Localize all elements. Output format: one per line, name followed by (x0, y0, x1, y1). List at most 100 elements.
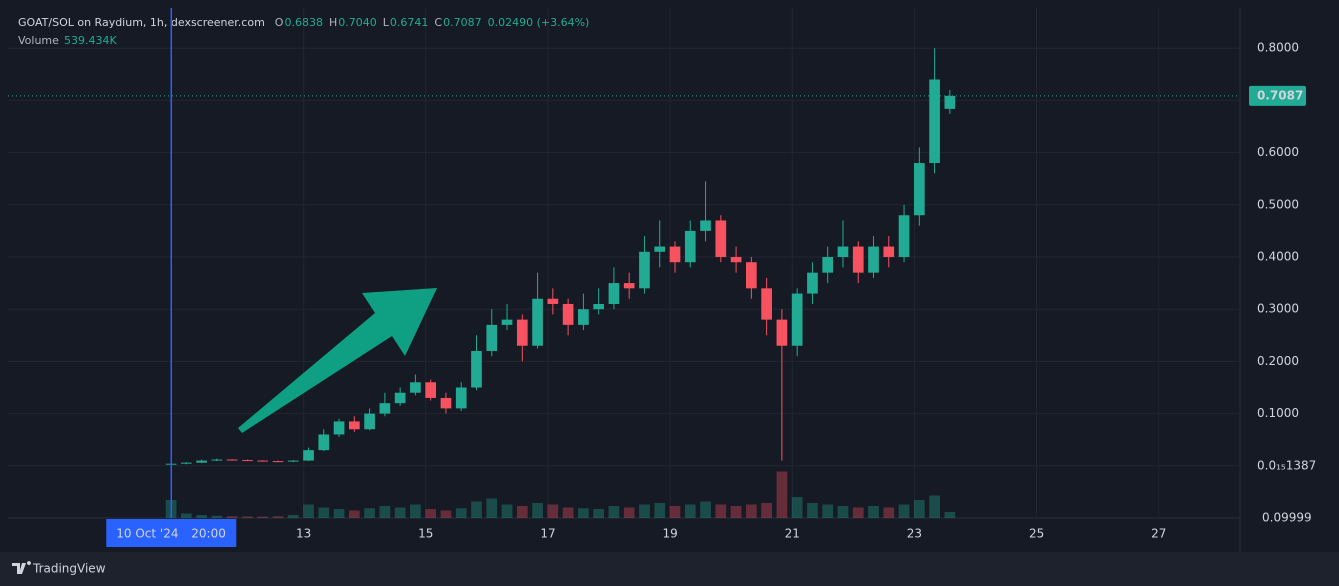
arrow-annotation (238, 288, 437, 433)
candle-body (333, 421, 345, 435)
volume-bar (791, 497, 803, 518)
brand-logo (12, 561, 31, 574)
crosshair-time: 20:00 (191, 527, 226, 541)
candle-body (837, 246, 849, 257)
brand: TradingView (12, 561, 106, 576)
x-tick-label: 23 (907, 527, 922, 541)
candle-body (715, 220, 727, 257)
candle-body (730, 256, 742, 263)
candle-body (608, 283, 620, 304)
legend-key: L (383, 16, 390, 29)
y-tick-label: 0.0₁₅1387 (1257, 458, 1316, 472)
candle-body (364, 413, 375, 430)
candle-body (486, 324, 498, 351)
volume-bar (547, 504, 559, 518)
candle-body (669, 246, 681, 263)
volume-bar (257, 516, 269, 518)
volume-bar (501, 504, 513, 518)
y-tick-label: 0.4000 (1257, 249, 1299, 263)
candle-body (562, 303, 574, 325)
candle-body (883, 246, 895, 257)
last-price-box (1249, 85, 1306, 106)
volume-bar (211, 515, 223, 518)
volume-bar (196, 515, 207, 518)
volume-bar (348, 510, 360, 518)
volume-bar (623, 507, 635, 518)
volume-bar (868, 506, 879, 518)
volume-bar (852, 507, 864, 518)
volume-bar (333, 509, 345, 518)
candle-body (379, 403, 391, 414)
candle-body (791, 293, 803, 346)
candle-body (318, 434, 330, 451)
volume-bar (303, 504, 314, 518)
candle-body (913, 163, 925, 216)
candle-body (242, 460, 253, 462)
volume-bar (394, 507, 406, 518)
y-tick-label: 0.2000 (1257, 354, 1299, 368)
volume-bar (410, 504, 421, 518)
volume-bar (608, 506, 620, 518)
y-tick-label: 0.8000 (1257, 41, 1299, 55)
candle-body (410, 382, 421, 393)
candle-body (684, 230, 696, 263)
candle-body (196, 460, 207, 463)
legend-value: 0.6838 (284, 16, 323, 29)
volume-bar (318, 507, 330, 518)
candle-body (593, 303, 604, 310)
y-tick-label: 0.5000 (1257, 197, 1299, 211)
candle-body (746, 262, 757, 289)
x-tick-label: 19 (662, 527, 677, 541)
volume-bar (730, 506, 742, 518)
crosshair-label-box (106, 519, 237, 547)
y-tick-label: 0.3000 (1257, 302, 1299, 316)
volume-bar (181, 513, 192, 518)
volume-bar (639, 504, 650, 518)
candle-body (776, 319, 788, 346)
candle-body (623, 283, 635, 289)
volume-bar (807, 503, 818, 518)
last-price-label: 0.7087 (1257, 88, 1303, 102)
volume-bar (746, 504, 757, 518)
x-tick-label: 17 (540, 527, 555, 541)
volume-bar (822, 504, 834, 518)
x-tick-label: 13 (296, 527, 311, 541)
candle-body (532, 298, 543, 346)
volume-bar (929, 495, 940, 518)
volume-bar (287, 515, 299, 518)
crosshair-date: 10 Oct '24 (116, 527, 178, 541)
volume-bar (425, 509, 437, 518)
candle-body (578, 309, 589, 325)
candle-body (654, 246, 666, 252)
volume-bar (364, 508, 375, 518)
candle-body (868, 246, 879, 273)
candle-body (303, 450, 314, 461)
candle-body (547, 298, 559, 304)
y-edge-label: 0.09999 (1262, 511, 1312, 525)
volume-bar (715, 504, 727, 518)
volume-bar (654, 503, 666, 518)
candle-body (852, 246, 864, 273)
candle-body (425, 382, 437, 398)
volume-bar (684, 504, 696, 518)
volume-bar (516, 506, 528, 518)
legend-key: H (329, 16, 337, 29)
candle-body (257, 460, 269, 462)
candle-body (455, 387, 467, 409)
volume-bar (226, 516, 238, 518)
y-tick-label: 0.1000 (1257, 406, 1299, 420)
volume-bar (761, 503, 772, 518)
candle-body (807, 272, 818, 294)
candle-body (181, 462, 192, 464)
legend-change: 0.02490 (+3.64%) (488, 16, 590, 29)
volume-bar (578, 508, 589, 518)
volume-bar (440, 510, 452, 518)
volume-bar (837, 506, 849, 518)
volume-label: Volume (18, 34, 59, 47)
volume-bar (944, 512, 956, 518)
candle-body (394, 392, 406, 404)
candle-body (516, 319, 528, 346)
volume-bar (532, 503, 543, 518)
volume-bar (669, 506, 681, 518)
